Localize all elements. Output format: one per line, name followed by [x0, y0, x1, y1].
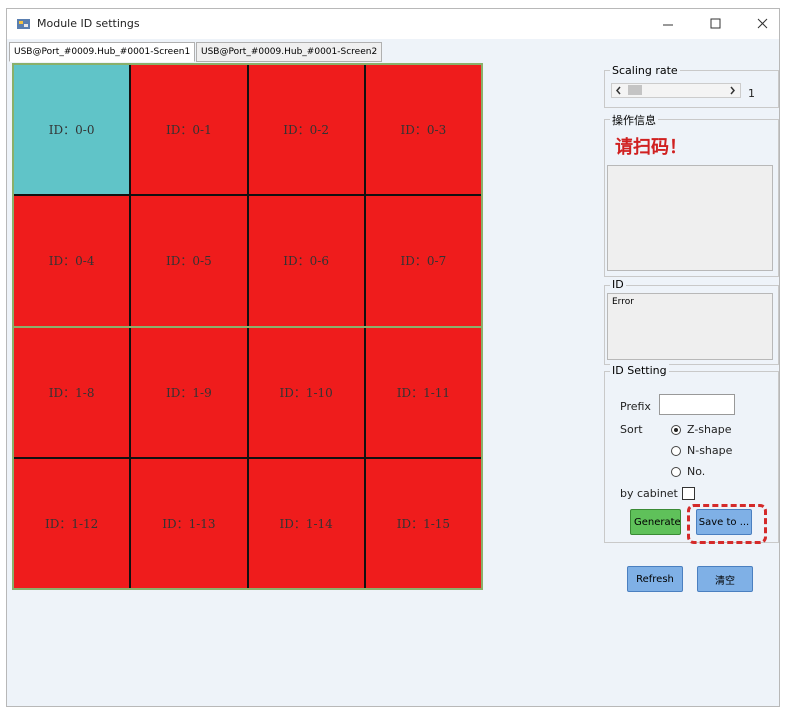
id-text: Error [612, 297, 634, 307]
module-cell[interactable]: ID：1-10 [248, 327, 364, 457]
module-cell[interactable]: ID：1-13 [131, 458, 247, 588]
group-label: ID [610, 278, 626, 291]
module-grid: ID：0-0 ID：0-1 ID：0-2 ID：0-3 ID：0-4 ID：0-5 ID：0… [12, 63, 483, 590]
module-cell[interactable]: ID：1-15 [365, 458, 481, 588]
module-cell[interactable]: ID：0-0 [14, 65, 130, 195]
window-controls[interactable] [657, 17, 772, 31]
window: Module ID settings ID：0-0 ID：0-1 ID：0-2 ID：… [6, 8, 780, 707]
scaling-group [604, 70, 779, 108]
scaling-slider[interactable] [611, 83, 741, 98]
highlight-box [687, 504, 767, 544]
generate-button[interactable]: Generate [630, 509, 681, 535]
window-title: Module ID settings [37, 17, 140, 30]
sort-label: Sort [620, 423, 643, 436]
clear-button[interactable]: 清空 [697, 566, 753, 592]
sort-radio[interactable] [671, 446, 681, 456]
slider-arrows [616, 86, 735, 95]
operation-group [604, 119, 779, 277]
prefix-input[interactable] [659, 394, 735, 415]
sort-option-label: N-shape [687, 444, 733, 457]
sort-radio[interactable] [671, 467, 681, 477]
module-cell[interactable]: ID：0-4 [14, 196, 130, 326]
slider-thumb[interactable] [628, 85, 642, 95]
operation-textarea[interactable] [607, 165, 773, 271]
app-icon [17, 19, 30, 29]
operation-message: 请扫码！ [615, 137, 687, 158]
tab[interactable]: USB@Port_#0009.Hub_#0001-Screen1 [9, 42, 196, 62]
module-cell[interactable]: ID：0-2 [248, 65, 364, 195]
id-textarea[interactable]: Error [607, 293, 773, 360]
title-bar: Module ID settings [7, 9, 779, 39]
by-cabinet-label: by cabinet [620, 487, 678, 500]
id-group [604, 285, 779, 365]
module-cell[interactable]: ID：0-1 [131, 65, 247, 195]
group-label: ID Setting [610, 364, 669, 377]
module-cell[interactable]: ID：0-5 [131, 196, 247, 326]
group-label: 操作信息 [610, 112, 658, 128]
scaling-value: 1 [748, 87, 755, 100]
module-cell[interactable]: ID：1-12 [14, 458, 130, 588]
by-cabinet-checkbox[interactable] [682, 487, 695, 500]
module-cell[interactable]: ID：0-6 [248, 196, 364, 326]
module-cell[interactable]: ID：0-3 [365, 65, 481, 195]
refresh-button[interactable]: Refresh [627, 566, 683, 592]
group-label: Scaling rate [610, 64, 680, 77]
sort-option-label: No. [687, 465, 706, 478]
tab[interactable]: USB@Port_#0009.Hub_#0001-Screen2 [196, 42, 383, 62]
sort-option-label: Z-shape [687, 423, 732, 436]
module-cell[interactable]: ID：1-14 [248, 458, 364, 588]
module-cell[interactable]: ID：1-9 [131, 327, 247, 457]
module-cell[interactable]: ID：1-8 [14, 327, 130, 457]
module-cell[interactable]: ID：1-11 [365, 327, 481, 457]
row-divider [14, 325, 481, 328]
prefix-label: Prefix [620, 400, 651, 413]
module-cell[interactable]: ID：0-7 [365, 196, 481, 326]
save-to-button[interactable]: Save to ... [696, 509, 752, 535]
sort-radio[interactable] [671, 425, 681, 435]
